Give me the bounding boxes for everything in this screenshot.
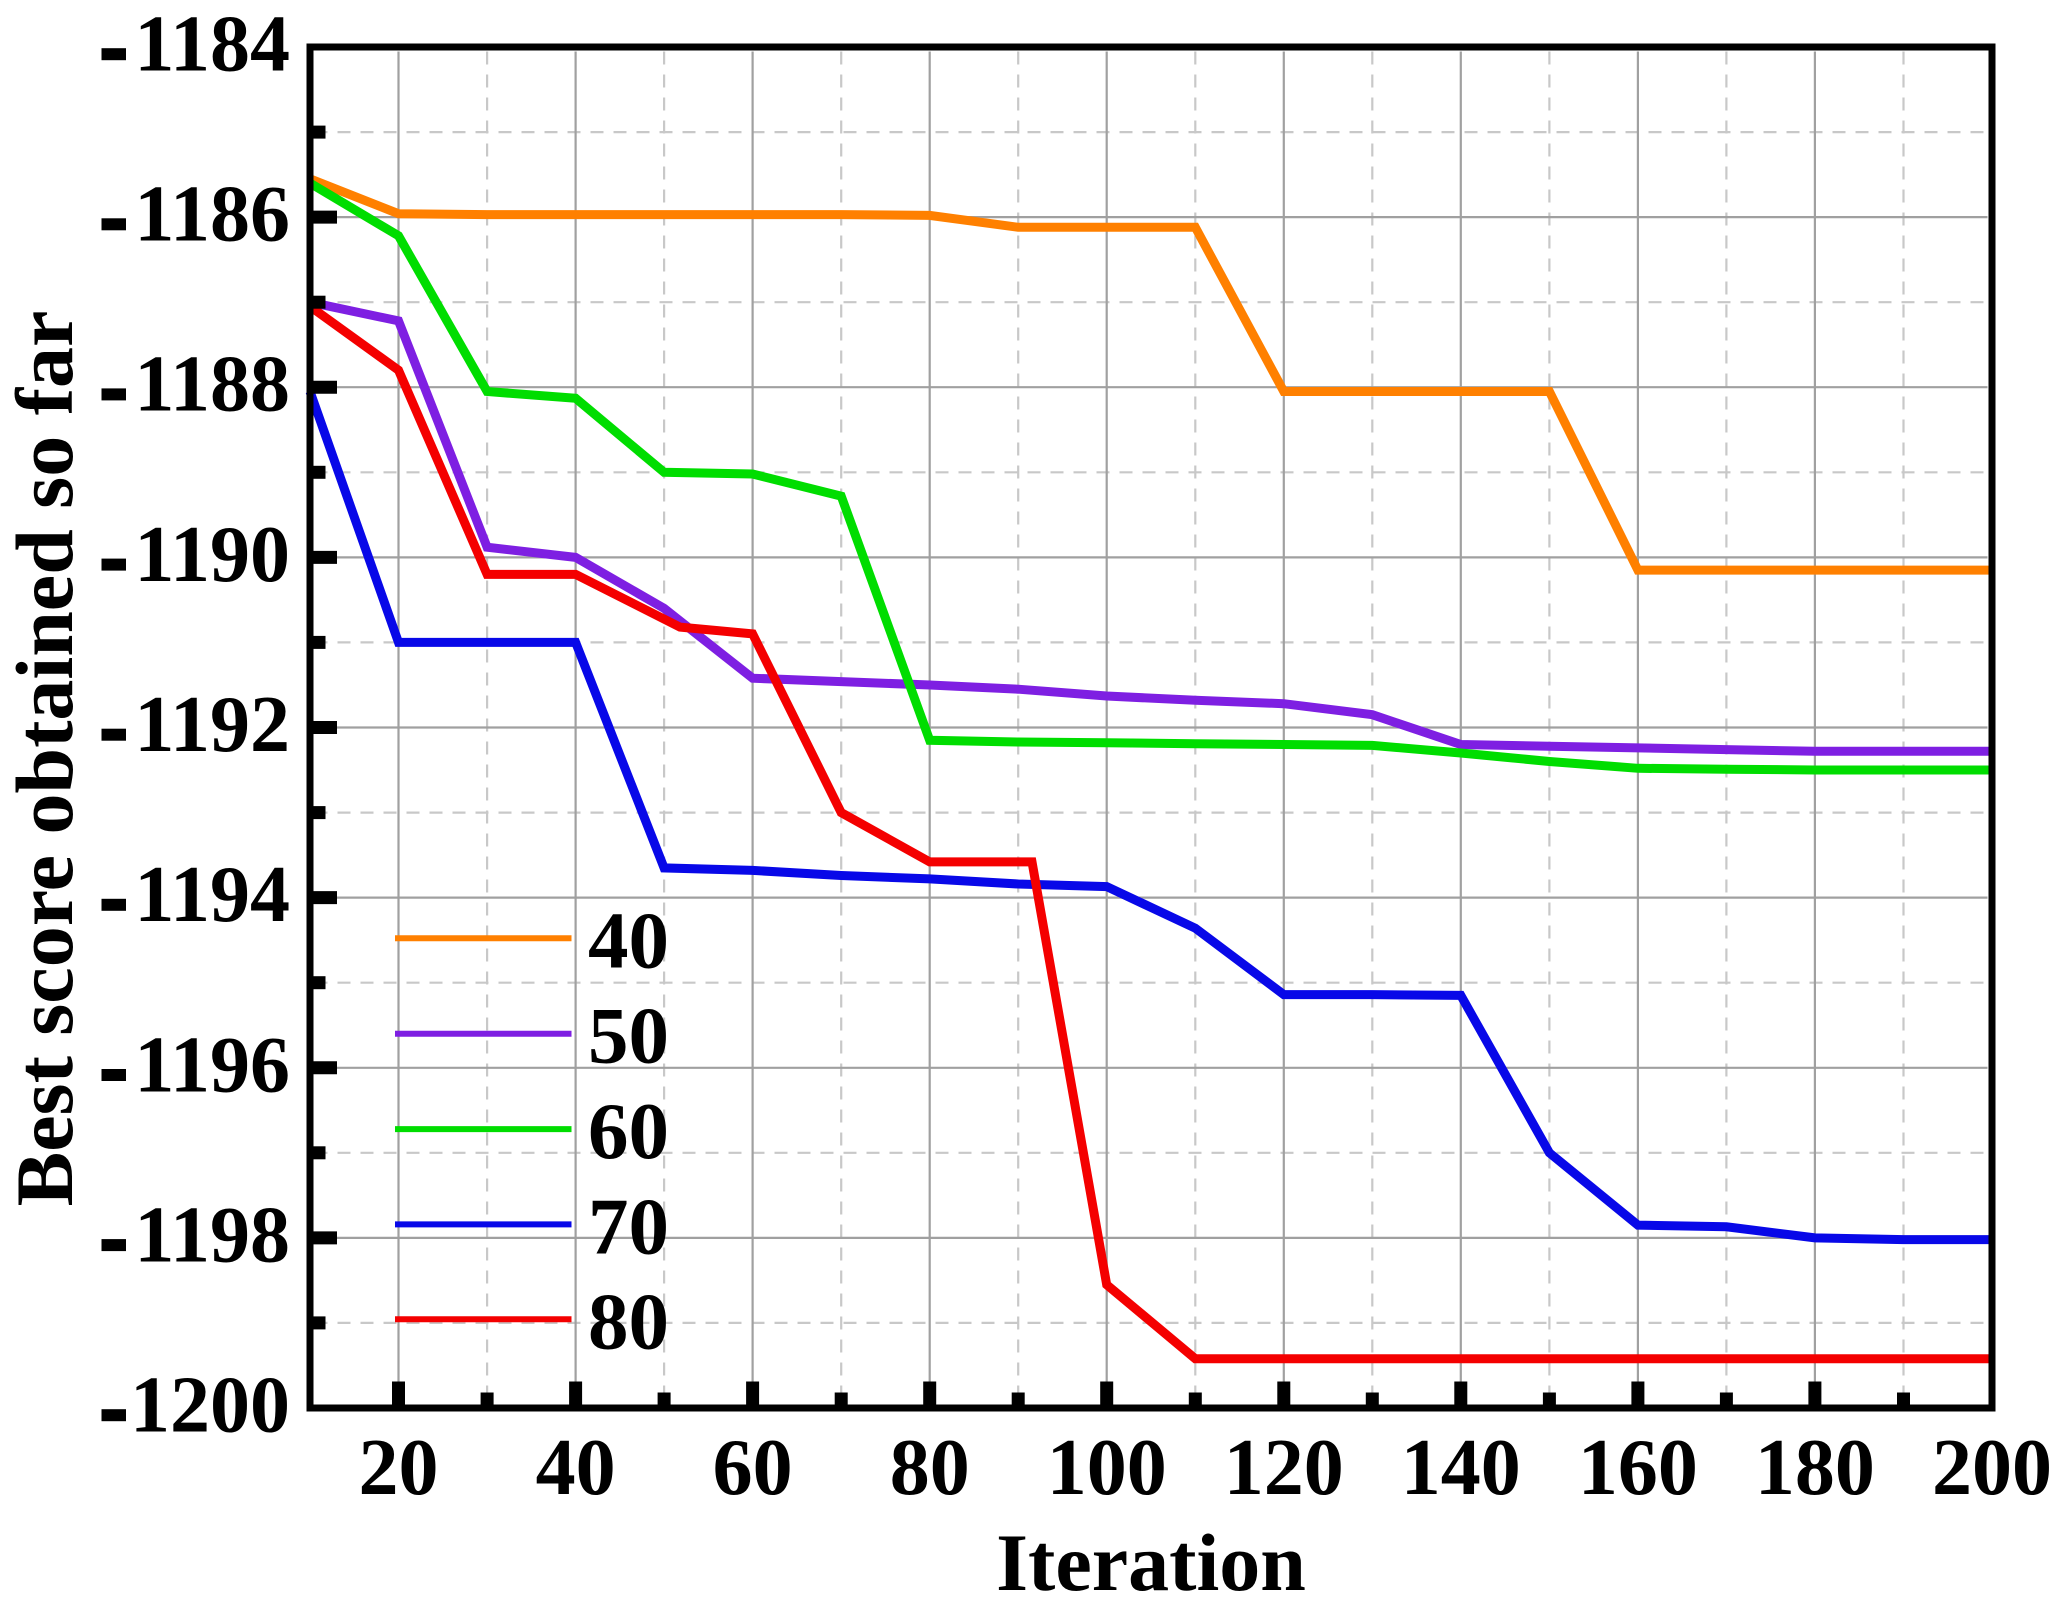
svg-text:100: 100: [1047, 1424, 1167, 1512]
svg-text:Best score obtained so far: Best score obtained so far: [0, 311, 90, 1207]
svg-text:1184: 1184: [134, 1, 290, 89]
svg-text:160: 160: [1578, 1424, 1698, 1512]
svg-text:40: 40: [588, 895, 669, 985]
svg-text:1194: 1194: [134, 851, 290, 939]
svg-text:50: 50: [588, 991, 669, 1081]
svg-text:200: 200: [1932, 1424, 2052, 1512]
svg-text:40: 40: [536, 1424, 616, 1512]
svg-text:1186: 1186: [134, 171, 290, 259]
svg-text:20: 20: [359, 1424, 439, 1512]
svg-text:1196: 1196: [134, 1021, 290, 1109]
svg-text:1190: 1190: [134, 511, 290, 599]
svg-text:Iteration: Iteration: [996, 1517, 1306, 1608]
svg-text:180: 180: [1755, 1424, 1875, 1512]
svg-text:1198: 1198: [134, 1191, 290, 1279]
svg-text:120: 120: [1224, 1424, 1344, 1512]
svg-text:1200: 1200: [130, 1362, 290, 1450]
svg-text:80: 80: [890, 1424, 970, 1512]
svg-text:80: 80: [588, 1276, 669, 1366]
svg-text:60: 60: [588, 1086, 669, 1176]
svg-text:70: 70: [588, 1181, 669, 1271]
svg-text:1192: 1192: [134, 681, 290, 769]
svg-text:60: 60: [713, 1424, 793, 1512]
svg-text:140: 140: [1401, 1424, 1521, 1512]
svg-text:1188: 1188: [134, 341, 290, 429]
